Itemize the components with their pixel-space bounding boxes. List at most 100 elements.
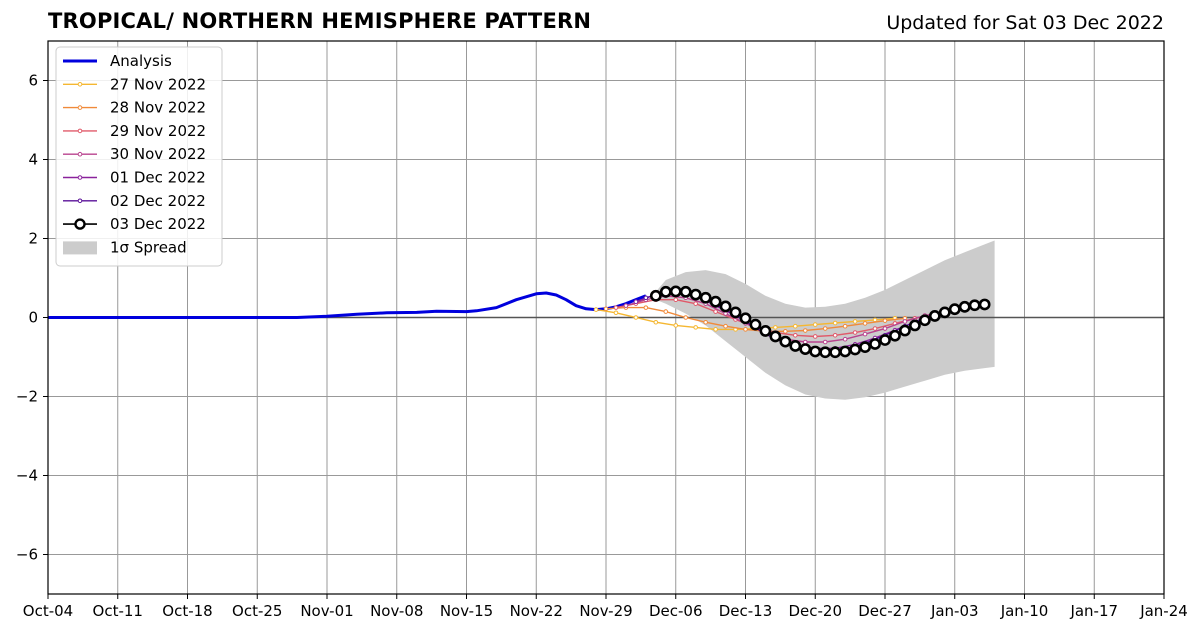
legend-label: 02 Dec 2022: [110, 192, 206, 210]
x-tick-label: Dec-06: [649, 602, 703, 620]
legend-label: 30 Nov 2022: [110, 145, 206, 163]
forecast-point: [729, 306, 742, 319]
forecast-point: [613, 305, 619, 310]
x-tick-label: Nov-22: [510, 602, 563, 620]
forecast-point: [643, 305, 649, 310]
y-tick-label: −6: [16, 546, 38, 564]
forecast-point: [839, 345, 852, 358]
x-tick-label: Dec-27: [858, 602, 912, 620]
legend-box: [55, 46, 223, 267]
y-tick-label: 0: [28, 309, 38, 327]
forecast-point: [693, 301, 698, 306]
y-tick-label: −4: [16, 467, 38, 485]
x-tick-label: Nov-01: [300, 602, 353, 620]
legend-label: 03 Dec 2022: [110, 215, 206, 233]
analysis-line: [48, 291, 647, 319]
forecast-point: [859, 341, 871, 354]
series-group: [48, 285, 991, 359]
forecast-point: [948, 303, 961, 316]
forecast-point: [958, 300, 971, 313]
legend-label: Analysis: [110, 52, 172, 70]
forecast-point: [773, 325, 778, 330]
forecast-point: [663, 309, 669, 314]
x-tick-label: Oct-25: [232, 602, 282, 620]
x-tick-label: Jan-24: [1139, 602, 1188, 620]
forecast-point: [783, 329, 788, 334]
forecast-point: [842, 336, 848, 342]
forecast-point: [719, 300, 732, 313]
x-tick-label: Jan-10: [1000, 602, 1049, 620]
forecast-point: [968, 299, 981, 312]
forecast-point: [643, 295, 649, 301]
forecast-point: [872, 317, 878, 323]
legend-label: 27 Nov 2022: [110, 75, 206, 93]
forecast-point: [689, 288, 702, 301]
x-tick-label: Oct-11: [93, 602, 143, 620]
forecast-point: [978, 298, 991, 311]
y-tick-labels: 6 4 2 0 −2 −4 −6: [16, 72, 48, 564]
x-tick-labels: Oct-04 Oct-11 Oct-18 Oct-25 Nov-01 Nov-08 Nov-…: [23, 594, 1188, 620]
forecast-point: [869, 338, 881, 350]
series-analysis: [48, 291, 647, 319]
forecast-point: [812, 334, 818, 339]
forecast-point: [633, 315, 639, 320]
forecast-point: [683, 315, 689, 320]
legend-marker: [77, 128, 83, 134]
forecast-point: [862, 331, 868, 337]
legend-marker: [77, 151, 83, 157]
forecast-point: [709, 295, 722, 308]
forecast-point: [882, 318, 888, 323]
forecast-point: [822, 339, 828, 345]
x-tick-label: Oct-04: [23, 602, 73, 620]
forecast-point: [938, 306, 951, 319]
legend: Analysis 27 Nov 2022 28 Nov 2022 29 Nov 202…: [55, 46, 223, 267]
forecast-point: [653, 319, 659, 325]
x-tick-label: Jan-03: [930, 602, 979, 620]
legend-marker: [77, 105, 83, 110]
forecast-point: [809, 345, 822, 358]
legend-marker: [77, 175, 83, 180]
y-tick-label: 6: [28, 72, 38, 90]
forecast-point: [799, 343, 812, 355]
forecast-point: [812, 322, 818, 327]
legend-label: 29 Nov 2022: [110, 122, 206, 140]
x-tick-label: Nov-15: [440, 602, 493, 620]
y-tick-label: −2: [16, 388, 38, 406]
forecast-point: [723, 323, 728, 329]
forecast-point: [852, 319, 858, 324]
forecast-point: [703, 319, 708, 325]
forecast-point: [849, 343, 862, 356]
updated-label: Updated for Sat 03 Dec 2022: [886, 12, 1164, 34]
forecast-point: [779, 335, 792, 348]
x-tick-label: Oct-18: [162, 602, 212, 620]
forecast-point: [593, 307, 599, 312]
forecast-point: [673, 297, 679, 303]
legend-marker: [77, 82, 83, 87]
forecast-point: [699, 291, 712, 304]
y-tick-label: 2: [28, 230, 38, 248]
forecast-point: [842, 323, 848, 329]
forecast-point: [832, 332, 838, 338]
forecast-point: [603, 306, 609, 312]
forecast-point: [819, 346, 832, 359]
forecast-point: [633, 299, 639, 305]
x-tick-label: Dec-20: [788, 602, 842, 620]
x-tick-label: Dec-13: [719, 602, 773, 620]
forecast-point: [679, 285, 692, 298]
forecast-point: [613, 310, 619, 316]
forecast-point: [862, 321, 868, 326]
legend-label: 01 Dec 2022: [110, 169, 206, 187]
forecast-point: [793, 332, 798, 338]
forecast-point: [793, 323, 798, 329]
chart-title: TROPICAL/ NORTHERN HEMISPHERE PATTERN: [48, 9, 592, 33]
x-tick-label: Nov-29: [579, 602, 632, 620]
forecast-point: [749, 318, 762, 331]
forecast-point: [829, 346, 842, 359]
forecast-point: [693, 325, 698, 330]
forecast-point: [899, 324, 911, 337]
forecast-point: [673, 323, 679, 328]
forecast-point: [739, 312, 752, 325]
legend-marker: [74, 218, 86, 230]
